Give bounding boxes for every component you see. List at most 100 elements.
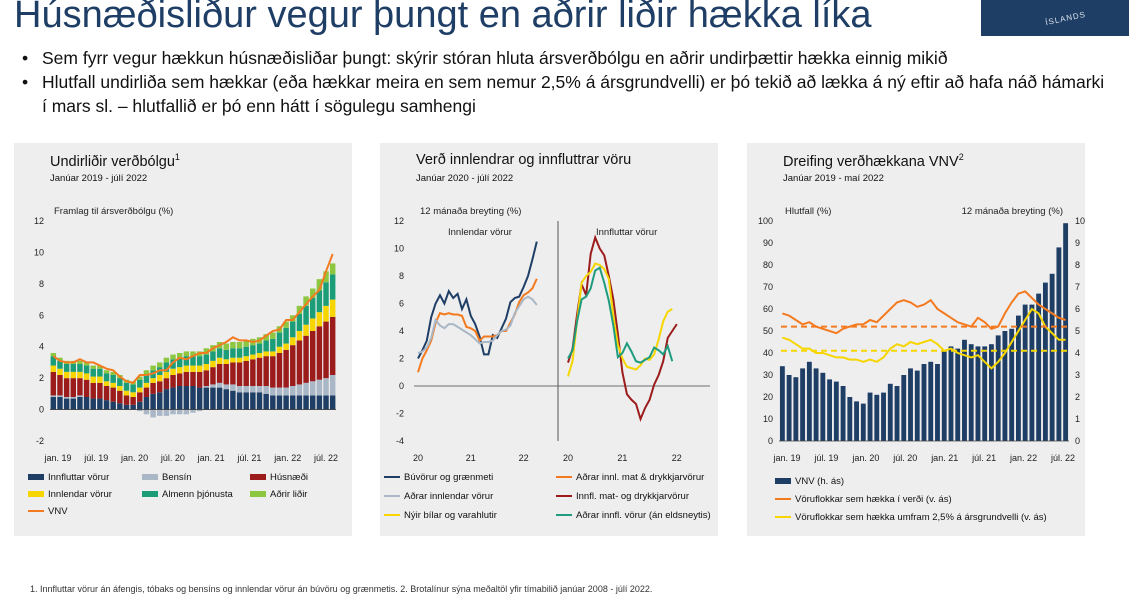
bar-segment [183,386,190,410]
bar-segment [243,346,249,357]
bar-vnv [806,361,812,441]
bar-segment [263,340,269,352]
bar-segment [323,305,329,322]
y-axis-label: Framlag til ársverðbólgu (%) [54,206,173,217]
bar-vnv [1022,304,1028,441]
bar-segment [63,378,70,397]
bar-segment [329,375,336,396]
bar-segment [97,365,103,369]
bar-segment [123,382,130,391]
chart-subtitle: Janúar 2019 - júlí 2022 [50,173,148,184]
footnote: 1. Innfluttar vörur án áfengis, tóbaks o… [30,584,653,594]
bar-segment [63,371,70,379]
bar-vnv [854,401,859,441]
chart-panel-distribution: Hlutfall (%) 12 mánaða breyting (%) 0 10 20 3… [747,143,1085,536]
bar-vnv [860,403,866,441]
bar-segment [329,263,336,275]
bar-vnv [1056,247,1062,441]
bar-segment [270,338,276,352]
bar-segment [83,365,90,374]
legend-item: Nýir bílar og varahlutir [384,510,497,521]
y2-tick-label: 8 [1075,260,1080,270]
bar-segment [263,386,269,394]
bar-vnv [867,392,873,441]
bar-segment [303,305,309,325]
bar-segment [70,378,77,397]
bar-segment [270,387,276,396]
bar-vnv [935,364,940,441]
bar-segment [296,340,303,385]
bar-segment [256,357,263,386]
y-tick-label: 2 [399,354,404,364]
bar-vnv [914,370,920,441]
bar-segment [157,409,163,416]
y-tick-label: 30 [763,370,773,380]
y-tick-label: 8 [39,279,44,289]
bar-segment [270,332,276,339]
bar-segment [316,279,323,291]
legend-item: Innfluttar vörur [28,472,109,483]
bar-vnv [989,344,994,441]
series-line-vnv [52,253,334,384]
y2-axis-label: 12 mánaða breyting (%) [962,206,1063,217]
bar-segment [110,401,116,410]
bar-vnv [1002,331,1008,441]
bar-segment [57,397,63,410]
bar-segment [103,381,110,386]
x-tick-label: jan. 20 [851,453,879,463]
y-tick-label: 4 [39,342,44,352]
chart-subtitle: Janúar 2019 - maí 2022 [783,173,884,184]
legend-item: Aðrar innfl. vörur (án eldsneytis) [556,510,711,521]
bar-segment [103,386,110,401]
bar-segment [176,353,183,358]
bar-segment [329,316,336,375]
bar-segment [77,360,83,364]
bar-segment [230,384,236,391]
bar-vnv [813,368,819,441]
x-tick-label: jan. 20 [120,453,148,463]
bar-segment [316,379,323,396]
bar-segment [163,357,170,363]
y-tick-label: 40 [763,348,773,358]
bar-segment [196,356,203,366]
bar-segment [117,390,123,404]
legend-item: Vöruflokkar sem hækka í verði (v. ás) [775,494,952,505]
bar-segment [70,397,77,399]
bar-segment [163,409,170,416]
bar-segment [243,386,249,393]
bar-vnv [1009,328,1015,441]
bar-segment [290,321,296,338]
bar-segment [50,397,57,410]
bar-segment [309,381,316,396]
bar-segment [143,370,150,375]
bar-segment [170,359,176,369]
x-tick-label: jan. 19 [43,453,71,463]
bar-segment [250,386,256,393]
bar-segment [270,351,276,357]
bar-segment [150,409,156,418]
bar-segment [329,395,336,410]
bar-segment [303,296,309,306]
bar-segment [77,395,83,397]
bar-segment [143,387,150,397]
bar-segment [283,327,289,344]
bar-segment [276,353,283,388]
y2-tick-label: 6 [1075,304,1080,314]
bar-segment [90,376,96,383]
bar-segment [117,378,123,386]
bar-vnv [840,386,846,441]
bar-segment [236,362,243,386]
bar-segment [50,365,57,372]
legend-item: Aðrar innl. mat & drykkjarvörur [556,472,704,483]
bar-segment [296,395,303,410]
bar-segment [90,398,96,410]
bar-segment [176,373,183,386]
bar-segment [170,354,176,360]
y-tick-label: 4 [399,326,404,336]
bar-segment [150,378,156,383]
chart-legend: Búvörur og grænmeti Aðrar innl. mat & dr… [384,472,716,532]
bar-segment [196,371,203,388]
bar-segment [323,282,329,306]
bar-segment [190,351,196,357]
bar-vnv [833,381,839,441]
